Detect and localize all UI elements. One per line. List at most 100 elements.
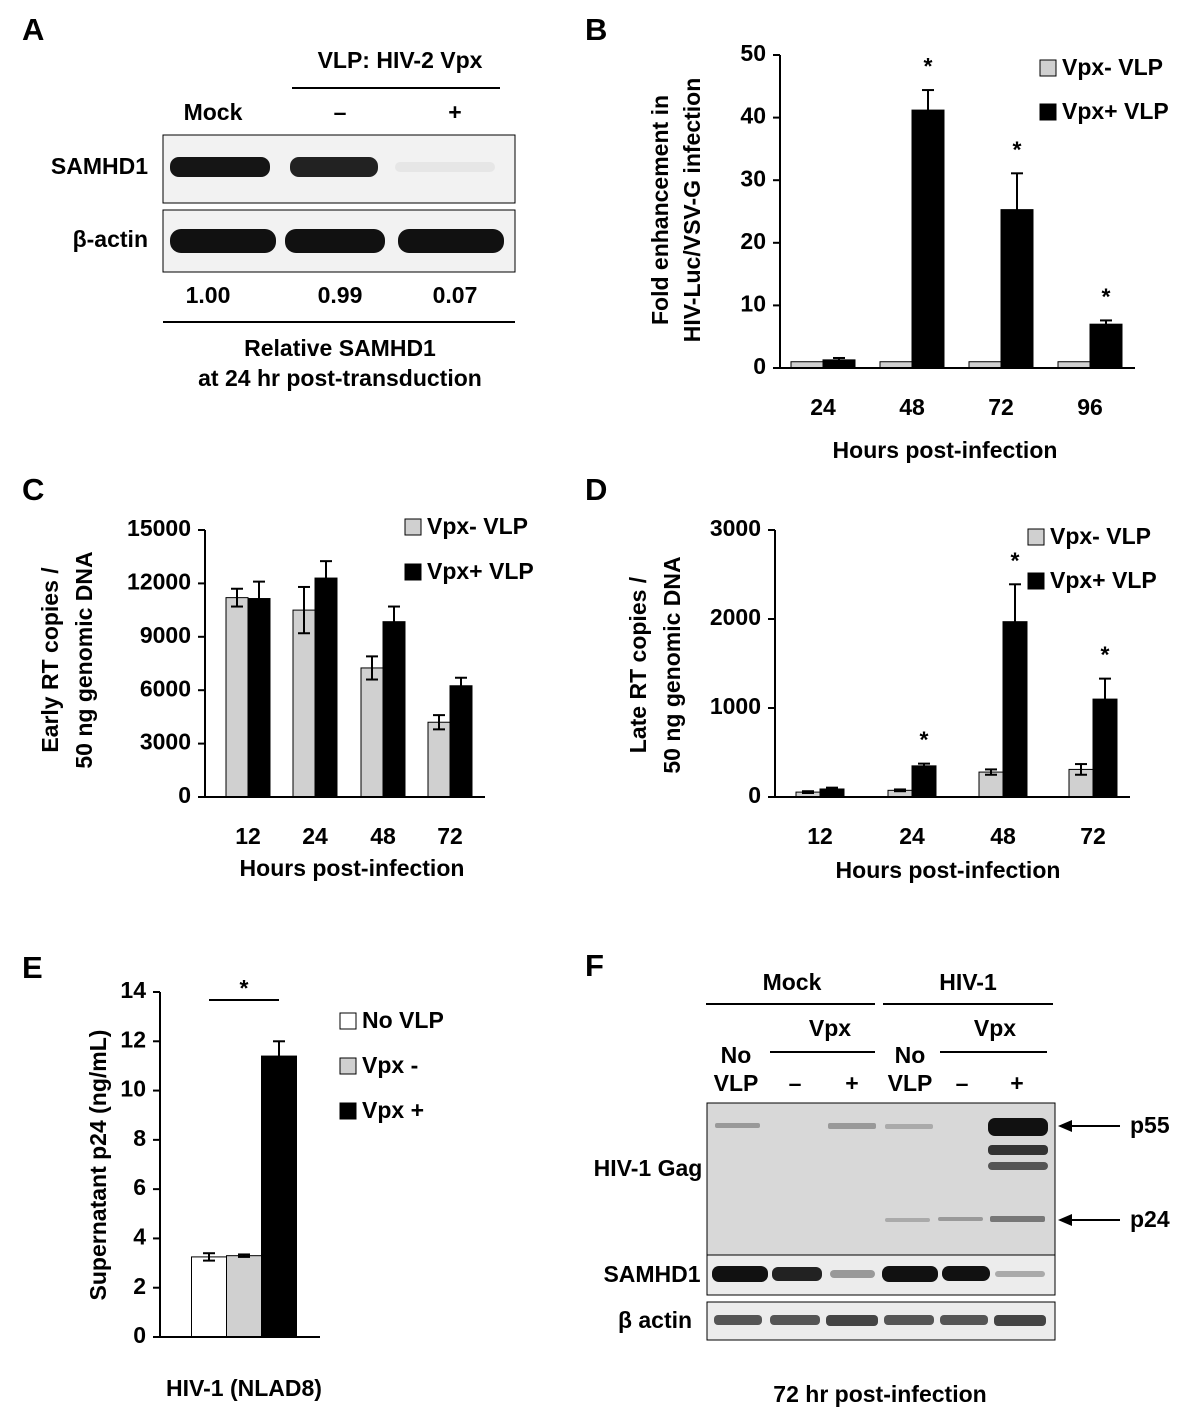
y-tick-label: 10 [740,290,766,316]
x-tick-label: 24 [899,823,925,849]
bar [978,771,1004,798]
error-bar [802,790,814,794]
error-bar [985,768,997,776]
bar [314,577,338,798]
row-label: β-actin [73,226,148,252]
legend-swatch [1027,572,1045,590]
bar [427,721,451,798]
lane-label: Mock [184,99,243,125]
arrow-head [1058,1120,1072,1132]
y-tick-label: 3000 [710,515,761,541]
error-bar [1011,172,1023,247]
significance-mark: * [1011,547,1020,573]
error-bar [231,587,243,608]
group-label: Mock [763,969,822,995]
band [772,1267,822,1281]
footer: 72 hr post-infection [773,1381,986,1407]
error-bar [833,356,845,363]
significance-mark: * [1101,642,1110,668]
legend-swatch [339,1057,357,1075]
y-tick-label: 9000 [140,622,191,648]
x-tick-label: 72 [988,394,1014,420]
error-bar [1009,583,1021,661]
y-tick-label: 2 [133,1273,146,1299]
bar [382,621,406,798]
panel-letter: F [585,948,604,983]
error-bar [273,1040,285,1072]
blot [706,1301,1056,1341]
panel-letter: B [585,12,607,47]
lane-label: VLP [714,1070,759,1096]
y-tick-label: 0 [753,353,766,379]
legend-label: Vpx- VLP [1050,523,1151,549]
y-axis-label: Fold enhancement in [647,95,673,325]
band [994,1315,1046,1326]
y-tick-label: 14 [120,977,146,1003]
y-tick-label: 8 [133,1125,146,1151]
x-tick-label: 12 [235,823,261,849]
y-axis-label: Late RT copies / [625,576,651,753]
band [882,1266,938,1282]
band [285,229,385,253]
lane-label: + [448,99,461,125]
y-tick-label: 6000 [140,675,191,701]
legend-swatch [404,563,422,581]
y-tick-label: 15000 [127,515,191,541]
footer: Relative SAMHD1 [244,335,436,361]
y-axis-label: 50 ng genomic DNA [659,556,685,773]
error-bar [894,788,906,793]
band [942,1266,990,1281]
legend-swatch [339,1102,357,1120]
subgroup-label: Vpx [974,1015,1016,1041]
significance-mark: * [1013,136,1022,162]
row-label: SAMHD1 [603,1261,700,1287]
band [988,1162,1048,1170]
x-tick-label: 48 [990,823,1016,849]
legend-swatch [404,518,422,536]
band [988,1145,1048,1155]
band [830,1270,875,1278]
error-bar [826,786,838,792]
lane-label: – [956,1070,969,1096]
error-bar [298,585,310,635]
band [828,1123,876,1129]
y-tick-label: 30 [740,165,766,191]
y-tick-label: 0 [133,1322,146,1348]
y-tick-label: 20 [740,228,766,254]
band [995,1271,1045,1277]
band [885,1124,933,1129]
band [770,1315,820,1325]
error-bar [203,1252,215,1262]
significance-mark: * [240,975,249,1001]
band-label: p55 [1130,1112,1170,1138]
bar [292,609,316,798]
panel-letter: A [22,12,44,47]
error-bar [1100,319,1112,329]
y-tick-label: 1000 [710,693,761,719]
lane-label: – [789,1070,802,1096]
x-tick-label: 72 [437,823,463,849]
x-tick-label: 96 [1077,394,1103,420]
y-tick-label: 12 [120,1026,146,1052]
error-bar [366,655,378,681]
legend-label: Vpx- VLP [1062,54,1163,80]
band [940,1315,988,1325]
error-bar [433,714,445,731]
y-tick-label: 12000 [127,568,191,594]
lane-label: + [1010,1070,1023,1096]
subgroup-label: Vpx [809,1015,851,1041]
error-bar [1099,677,1111,721]
band [884,1315,934,1325]
x-tick-label: 24 [302,823,328,849]
arrow-head [1058,1214,1072,1226]
lane-label: + [845,1070,858,1096]
legend-label: Vpx - [362,1052,418,1078]
error-bar [1075,763,1087,776]
bar [911,109,945,369]
band [398,229,504,253]
bar [191,1256,227,1338]
bar [225,597,249,798]
legend-swatch [339,1012,357,1030]
group-label: HIV-1 [939,969,997,995]
